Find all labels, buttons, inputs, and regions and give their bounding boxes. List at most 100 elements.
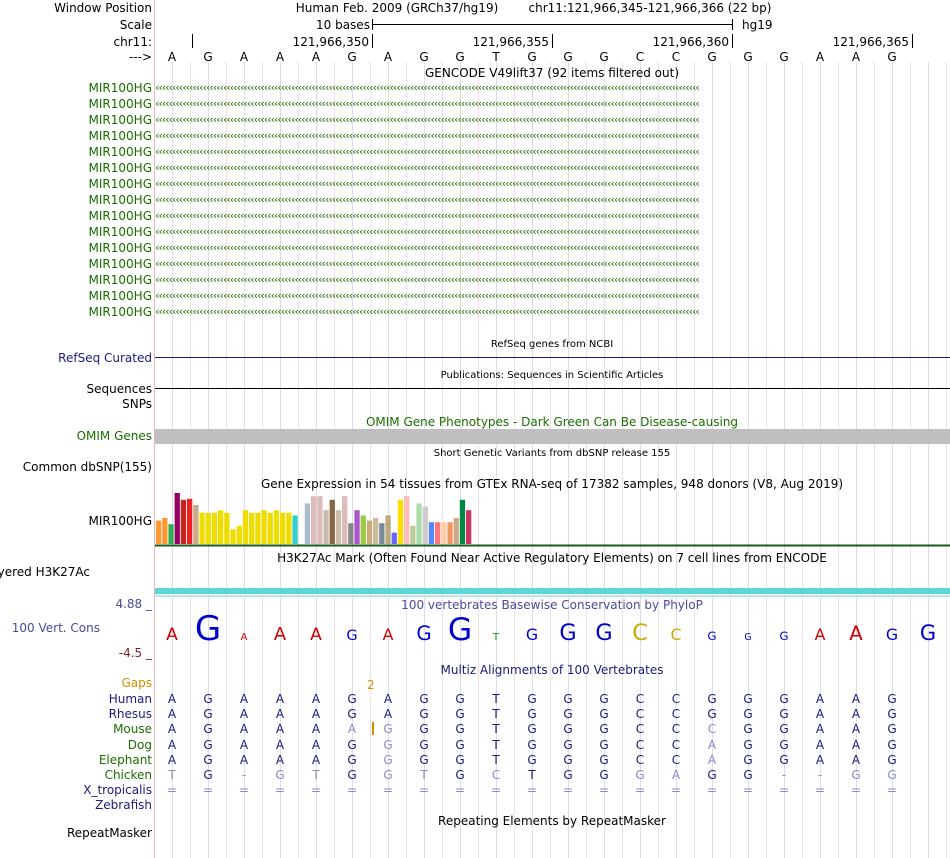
gencode-gene-label[interactable]: MIR100HG — [88, 81, 152, 95]
gtex-tissue-bar[interactable] — [317, 496, 323, 544]
track-data-area[interactable]: Human Feb. 2009 (GRCh37/hg19) chr11:121,… — [155, 0, 950, 858]
gtex-tissue-bar[interactable] — [224, 512, 230, 544]
gtex-tissue-bar[interactable] — [193, 505, 199, 544]
gtex-tissue-bar[interactable] — [366, 520, 373, 544]
track-label-repeatmasker[interactable]: RepeatMasker — [66, 826, 152, 840]
gtex-tissue-bar[interactable] — [273, 510, 280, 544]
track-label-gaps[interactable]: Gaps — [121, 676, 152, 690]
gtex-tissue-bar[interactable] — [180, 499, 187, 544]
gtex-tissue-bar[interactable] — [404, 496, 410, 544]
gencode-transcript[interactable]: ‹‹‹‹‹‹‹‹‹‹‹‹‹‹‹‹‹‹‹‹‹‹‹‹‹‹‹‹‹‹‹‹‹‹‹‹‹‹‹‹… — [155, 161, 700, 174]
species-label[interactable]: Elephant — [98, 752, 152, 767]
gencode-transcript[interactable]: ‹‹‹‹‹‹‹‹‹‹‹‹‹‹‹‹‹‹‹‹‹‹‹‹‹‹‹‹‹‹‹‹‹‹‹‹‹‹‹‹… — [155, 193, 700, 206]
gtex-tissue-bar[interactable] — [323, 510, 329, 544]
gencode-transcript[interactable]: ‹‹‹‹‹‹‹‹‹‹‹‹‹‹‹‹‹‹‹‹‹‹‹‹‹‹‹‹‹‹‹‹‹‹‹‹‹‹‹‹… — [155, 81, 700, 94]
gencode-gene-label[interactable]: MIR100HG — [88, 177, 152, 191]
gencode-transcript[interactable]: ‹‹‹‹‹‹‹‹‹‹‹‹‹‹‹‹‹‹‹‹‹‹‹‹‹‹‹‹‹‹‹‹‹‹‹‹‹‹‹‹… — [155, 97, 700, 110]
gencode-gene-label[interactable]: MIR100HG — [88, 273, 152, 287]
track-label-phylop[interactable]: 100 Vert. Cons — [11, 621, 100, 635]
gtex-tissue-bar[interactable] — [156, 520, 162, 544]
h3k27ac-signal[interactable] — [155, 588, 950, 594]
species-label[interactable]: Zebrafish — [95, 798, 152, 813]
gtex-tissue-bar[interactable] — [354, 510, 360, 544]
track-label-gtex[interactable]: MIR100HG — [88, 514, 152, 528]
gtex-tissue-bar[interactable] — [360, 515, 366, 544]
gtex-tissue-bar[interactable] — [218, 510, 224, 544]
species-label[interactable]: Human — [108, 692, 152, 706]
gencode-gene-label[interactable]: MIR100HG — [88, 161, 152, 175]
gtex-bar-chart[interactable] — [155, 492, 950, 548]
gtex-tissue-bar[interactable] — [373, 518, 379, 544]
gtex-tissue-bar[interactable] — [441, 522, 447, 544]
gtex-tissue-bar[interactable] — [397, 499, 404, 544]
gtex-tissue-bar[interactable] — [267, 512, 273, 544]
gencode-transcript[interactable]: ‹‹‹‹‹‹‹‹‹‹‹‹‹‹‹‹‹‹‹‹‹‹‹‹‹‹‹‹‹‹‹‹‹‹‹‹‹‹‹‹… — [155, 289, 700, 302]
gtex-tissue-bar[interactable] — [348, 523, 354, 544]
gtex-tissue-bar[interactable] — [168, 524, 174, 544]
gtex-tissue-bar[interactable] — [230, 529, 236, 544]
gtex-tissue-bar[interactable] — [162, 518, 168, 544]
gtex-tissue-bar[interactable] — [199, 512, 205, 544]
gencode-transcript[interactable]: ‹‹‹‹‹‹‹‹‹‹‹‹‹‹‹‹‹‹‹‹‹‹‹‹‹‹‹‹‹‹‹‹‹‹‹‹‹‹‹‹… — [155, 225, 700, 238]
gencode-transcript[interactable]: ‹‹‹‹‹‹‹‹‹‹‹‹‹‹‹‹‹‹‹‹‹‹‹‹‹‹‹‹‹‹‹‹‹‹‹‹‹‹‹‹… — [155, 177, 700, 190]
gencode-gene-label[interactable]: MIR100HG — [88, 97, 152, 111]
gencode-gene-label[interactable]: MIR100HG — [88, 113, 152, 127]
omim-bar[interactable] — [155, 429, 950, 444]
track-label-dbsnp[interactable]: Common dbSNP(155) — [22, 460, 152, 474]
species-label[interactable]: Rhesus — [108, 707, 152, 722]
gencode-gene-label[interactable]: MIR100HG — [88, 225, 152, 239]
gtex-tissue-bar[interactable] — [211, 512, 218, 544]
gtex-tissue-bar[interactable] — [447, 522, 453, 544]
gtex-tissue-bar[interactable] — [459, 499, 466, 544]
gtex-tissue-bar[interactable] — [342, 496, 348, 544]
gtex-tissue-bar[interactable] — [286, 512, 292, 544]
gencode-transcript[interactable]: ‹‹‹‹‹‹‹‹‹‹‹‹‹‹‹‹‹‹‹‹‹‹‹‹‹‹‹‹‹‹‹‹‹‹‹‹‹‹‹‹… — [155, 129, 700, 142]
gtex-tissue-bar[interactable] — [391, 532, 397, 544]
gtex-tissue-bar[interactable] — [280, 512, 286, 544]
gtex-tissue-bar[interactable] — [329, 499, 335, 544]
gtex-tissue-bar[interactable] — [292, 515, 298, 544]
gtex-tissue-bar[interactable] — [311, 496, 317, 544]
gtex-tissue-bar[interactable] — [422, 506, 428, 544]
track-label-refseq[interactable]: RefSeq Curated — [58, 351, 152, 365]
species-label[interactable]: X_tropicalis — [83, 783, 152, 798]
gencode-transcript[interactable]: ‹‹‹‹‹‹‹‹‹‹‹‹‹‹‹‹‹‹‹‹‹‹‹‹‹‹‹‹‹‹‹‹‹‹‹‹‹‹‹‹… — [155, 113, 700, 126]
species-label[interactable]: Mouse — [113, 722, 152, 737]
gencode-gene-label[interactable]: MIR100HG — [88, 289, 152, 303]
gtex-tissue-bar[interactable] — [385, 515, 391, 544]
gtex-tissue-bar[interactable] — [410, 525, 416, 544]
gtex-tissue-bar[interactable] — [335, 510, 342, 544]
gtex-tissue-bar[interactable] — [304, 503, 311, 544]
gencode-transcript[interactable]: ‹‹‹‹‹‹‹‹‹‹‹‹‹‹‹‹‹‹‹‹‹‹‹‹‹‹‹‹‹‹‹‹‹‹‹‹‹‹‹‹… — [155, 305, 700, 318]
gencode-transcript[interactable]: ‹‹‹‹‹‹‹‹‹‹‹‹‹‹‹‹‹‹‹‹‹‹‹‹‹‹‹‹‹‹‹‹‹‹‹‹‹‹‹‹… — [155, 209, 700, 222]
gtex-tissue-bar[interactable] — [205, 512, 211, 544]
gencode-transcript[interactable]: ‹‹‹‹‹‹‹‹‹‹‹‹‹‹‹‹‹‹‹‹‹‹‹‹‹‹‹‹‹‹‹‹‹‹‹‹‹‹‹‹… — [155, 241, 700, 254]
gtex-tissue-bar[interactable] — [466, 510, 472, 544]
gencode-transcript[interactable]: ‹‹‹‹‹‹‹‹‹‹‹‹‹‹‹‹‹‹‹‹‹‹‹‹‹‹‹‹‹‹‹‹‹‹‹‹‹‹‹‹… — [155, 257, 700, 270]
track-label-omim[interactable]: OMIM Genes — [76, 429, 152, 443]
gtex-tissue-bar[interactable] — [187, 498, 193, 544]
track-label-h3k27ac[interactable]: Layered H3K27Ac — [0, 565, 90, 579]
gencode-gene-label[interactable]: MIR100HG — [88, 209, 152, 223]
gtex-tissue-bar[interactable] — [249, 512, 255, 544]
species-label[interactable]: Chicken — [104, 768, 152, 782]
track-label-publications[interactable]: Sequences — [86, 382, 152, 396]
gtex-tissue-bar[interactable] — [236, 525, 242, 544]
species-label[interactable]: Dog — [127, 737, 152, 752]
gencode-gene-label[interactable]: MIR100HG — [88, 241, 152, 255]
gtex-tissue-bar[interactable] — [242, 510, 249, 544]
gencode-transcript[interactable]: ‹‹‹‹‹‹‹‹‹‹‹‹‹‹‹‹‹‹‹‹‹‹‹‹‹‹‹‹‹‹‹‹‹‹‹‹‹‹‹‹… — [155, 273, 700, 286]
gencode-gene-label[interactable]: MIR100HG — [88, 305, 152, 319]
gtex-tissue-bar[interactable] — [435, 522, 441, 544]
gencode-gene-label[interactable]: MIR100HG — [88, 193, 152, 207]
track-label-snps[interactable]: SNPs — [122, 397, 152, 411]
gencode-gene-label[interactable]: MIR100HG — [88, 129, 152, 143]
gencode-transcript[interactable]: ‹‹‹‹‹‹‹‹‹‹‹‹‹‹‹‹‹‹‹‹‹‹‹‹‹‹‹‹‹‹‹‹‹‹‹‹‹‹‹‹… — [155, 145, 700, 158]
gtex-tissue-bar[interactable] — [255, 512, 261, 544]
gtex-tissue-bar[interactable] — [428, 522, 435, 544]
gtex-tissue-bar[interactable] — [453, 518, 459, 544]
gtex-tissue-bar[interactable] — [379, 523, 385, 544]
gtex-tissue-bar[interactable] — [416, 503, 422, 544]
